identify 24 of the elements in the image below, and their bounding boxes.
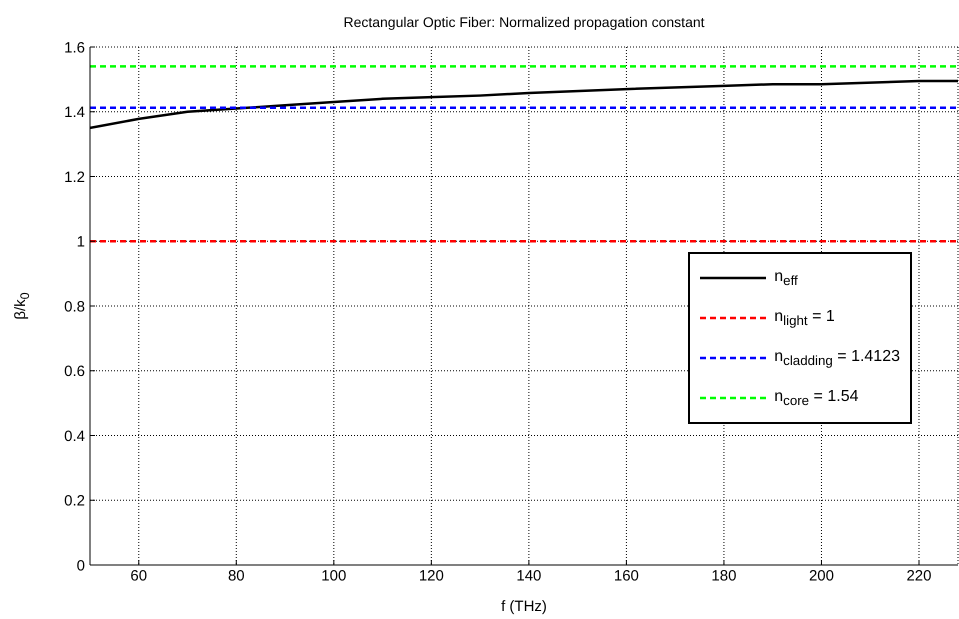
x-tick-label: 100 bbox=[321, 568, 346, 585]
y-tick-label: 0.6 bbox=[64, 363, 85, 380]
y-tick-label: 1.2 bbox=[64, 168, 85, 186]
x-tick-label: 120 bbox=[418, 568, 444, 585]
y-tick-label: 1.6 bbox=[64, 39, 85, 56]
y-tick-label: 0.2 bbox=[64, 492, 85, 510]
x-tick-label: 220 bbox=[906, 568, 932, 585]
x-tick-label: 180 bbox=[711, 568, 736, 585]
y-tick-label: 0.8 bbox=[64, 298, 85, 316]
x-tick-label: 140 bbox=[516, 568, 542, 585]
x-tick-label: 80 bbox=[228, 568, 245, 585]
y-tick-label: 0.4 bbox=[64, 428, 85, 445]
x-tick-label: 60 bbox=[130, 568, 148, 585]
x-axis-title: f (THz) bbox=[500, 598, 548, 615]
legend-label: n$_{core}$ = 1.54 bbox=[774, 388, 858, 408]
legend-label: n$_{eff}$ bbox=[774, 268, 798, 288]
x-tick-label: 200 bbox=[808, 568, 834, 585]
chart-title: Rectangular Optic Fiber: Normalized propagation constant bbox=[342, 14, 706, 30]
legend-label: n$_{cladding}$ = 1.4123 bbox=[774, 348, 900, 368]
y-tick-label: 1 bbox=[76, 234, 85, 251]
legend-label: n$_{light}$ = 1 bbox=[774, 308, 835, 328]
y-tick-label: 1.4 bbox=[64, 104, 85, 122]
x-tick-label: 160 bbox=[614, 568, 639, 585]
y-tick-label: 0 bbox=[76, 557, 85, 574]
